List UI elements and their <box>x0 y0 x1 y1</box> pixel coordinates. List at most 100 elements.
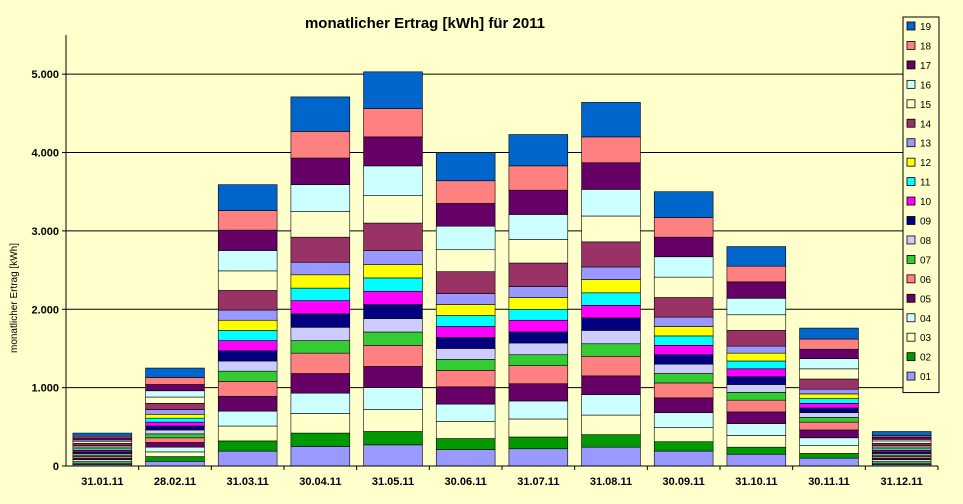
bar-segment-16-30.06.11 <box>435 225 496 251</box>
legend-label-17: 17 <box>920 61 932 72</box>
bar-segment-11-31.03.11 <box>217 330 278 341</box>
legend-swatch-09 <box>906 216 916 225</box>
bar-segment-10-30.09.11 <box>653 345 714 356</box>
legend-label-04: 04 <box>920 314 932 325</box>
bar-segment-10-31.08.11 <box>581 305 641 319</box>
legend-label-16: 16 <box>920 80 932 91</box>
bar-segment-09-31.10.11 <box>726 376 787 385</box>
bar-segment-14-31.10.11 <box>726 330 787 347</box>
bar-segment-18-31.03.11 <box>217 210 278 231</box>
y-tick-label: 2.000 <box>31 304 59 316</box>
bar-segment-15-30.09.11 <box>653 276 714 298</box>
y-tick-label: 0 <box>53 461 59 473</box>
bar-segment-15-30.04.11 <box>290 211 351 238</box>
bar-segment-09-31.05.11 <box>363 304 423 319</box>
bar-segment-19-31.07.11 <box>508 134 569 167</box>
bar-segment-08-31.10.11 <box>726 384 787 393</box>
bar-segment-06-30.06.11 <box>435 370 496 388</box>
bar-segment-07-31.10.11 <box>726 392 787 401</box>
legend-label-08: 08 <box>920 236 932 247</box>
bar-segment-04-30.06.11 <box>435 403 496 422</box>
x-tick-label: 31.12.11 <box>881 476 923 488</box>
bar-segment-04-31.08.11 <box>581 394 641 416</box>
legend-swatch-13 <box>906 138 916 148</box>
bar-segment-19-31.10.11 <box>726 246 787 267</box>
x-tick-label: 30.09.11 <box>663 476 705 488</box>
bar-segment-11-30.11.11 <box>799 398 859 404</box>
bar-segment-03-31.10.11 <box>726 435 787 448</box>
x-tick-label: 31.10.11 <box>735 476 777 488</box>
bar-segment-01-31.05.11 <box>363 444 423 467</box>
bar-segment-18-30.04.11 <box>290 131 351 159</box>
bar-segment-06-31.10.11 <box>726 399 787 413</box>
bar-segment-13-30.06.11 <box>435 293 496 305</box>
bar-segment-17-30.04.11 <box>290 157 351 185</box>
bar-segment-17-31.03.11 <box>217 229 278 251</box>
bar-segment-16-28.02.11 <box>145 390 205 398</box>
bar-segment-19-30.06.11 <box>435 152 496 182</box>
bar-segment-18-28.02.11 <box>145 377 205 385</box>
bar-segment-13-31.10.11 <box>726 345 787 354</box>
bar-segment-07-31.05.11 <box>363 331 423 346</box>
bar-segment-14-31.08.11 <box>581 241 641 268</box>
y-axis-label: monatlicher Ertrag [kWh] <box>9 243 20 353</box>
bar-segment-04-30.11.11 <box>799 437 859 446</box>
bar-segment-19-31.03.11 <box>217 184 278 211</box>
bar-segment-19-30.09.11 <box>653 191 714 218</box>
bar-segment-19-31.12.11 <box>871 431 932 436</box>
bar-segment-15-28.02.11 <box>145 396 205 404</box>
legend-label-01: 01 <box>920 372 932 383</box>
bar-segment-02-30.04.11 <box>290 432 351 447</box>
bar-segment-09-31.03.11 <box>217 350 278 362</box>
bar-segment-03-31.03.11 <box>217 425 278 442</box>
legend-swatch-18 <box>906 41 916 50</box>
bar-segment-19-31.08.11 <box>581 102 641 138</box>
bar-segment-06-30.09.11 <box>653 382 714 399</box>
legend-swatch-15 <box>906 99 916 109</box>
bar-segment-14-30.09.11 <box>653 297 714 318</box>
bar-segment-14-30.06.11 <box>435 271 496 294</box>
bar-segment-13-30.09.11 <box>653 316 714 327</box>
bar-segment-19-31.05.11 <box>363 71 423 109</box>
bar-segment-17-30.06.11 <box>435 203 496 227</box>
legend-label-19: 19 <box>920 22 932 33</box>
bar-segment-08-30.06.11 <box>435 348 496 360</box>
bar-segment-06-31.08.11 <box>581 355 641 377</box>
bar-segment-04-30.09.11 <box>653 412 714 428</box>
bar-segment-17-30.11.11 <box>799 348 859 359</box>
bar-segment-07-31.08.11 <box>581 343 641 357</box>
bar-segment-07-30.06.11 <box>435 359 496 371</box>
bar-segment-19-30.04.11 <box>290 96 351 132</box>
bar-segment-04-31.03.11 <box>217 410 278 427</box>
bar-segment-05-28.02.11 <box>145 442 205 448</box>
legend-swatch-08 <box>906 235 916 245</box>
bar-segment-07-31.03.11 <box>217 370 278 382</box>
bar-segment-14-31.05.11 <box>363 222 423 251</box>
bar-segment-08-31.08.11 <box>581 330 641 345</box>
bar-segment-02-30.09.11 <box>653 441 714 452</box>
bar-segment-09-28.02.11 <box>145 425 205 431</box>
x-tick-label: 31.08.11 <box>590 476 632 488</box>
legend: 19 18 17 16 15 14 13 12 11 10 09 08 07 06 05 04 03 02 01 <box>902 16 940 394</box>
bar-segment-01-31.10.11 <box>726 453 787 467</box>
bar-segment-04-30.04.11 <box>290 392 351 414</box>
bar-segment-12-30.06.11 <box>435 304 496 316</box>
bar-segment-18-30.09.11 <box>653 217 714 238</box>
bar-segment-05-31.03.11 <box>217 395 278 412</box>
bar-segment-15-31.07.11 <box>508 239 569 264</box>
bar-segment-03-31.07.11 <box>508 418 569 438</box>
bar-segment-05-31.08.11 <box>581 375 641 395</box>
bar-segment-03-30.06.11 <box>435 421 496 439</box>
bar-segment-10-30.06.11 <box>435 326 496 338</box>
bar-segment-03-28.02.11 <box>145 451 205 457</box>
chart-title: monatlicher Ertrag [kWh] für 2011 <box>305 15 545 32</box>
bar-segment-10-28.02.11 <box>145 421 205 427</box>
legend-swatch-17 <box>906 60 916 70</box>
bar-segment-01-31.08.11 <box>581 446 641 467</box>
legend-swatch-16 <box>906 79 916 89</box>
legend-swatch-07 <box>906 254 916 264</box>
y-tick-label: 1.000 <box>31 383 59 395</box>
bar-segment-08-30.11.11 <box>799 412 859 418</box>
bar-segment-14-30.04.11 <box>290 236 351 263</box>
bar-segment-10-31.03.11 <box>217 340 278 352</box>
